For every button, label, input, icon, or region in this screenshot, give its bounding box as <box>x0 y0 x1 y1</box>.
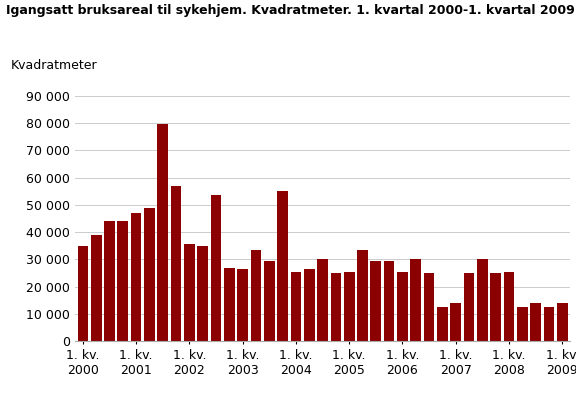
Bar <box>530 303 541 341</box>
Bar <box>157 125 168 341</box>
Bar <box>277 191 288 341</box>
Bar <box>170 186 181 341</box>
Bar <box>237 269 248 341</box>
Bar <box>424 273 434 341</box>
Bar <box>91 235 101 341</box>
Bar <box>357 250 368 341</box>
Bar <box>450 303 461 341</box>
Bar <box>464 273 475 341</box>
Bar <box>211 195 221 341</box>
Bar <box>517 307 528 341</box>
Text: Kvadratmeter: Kvadratmeter <box>10 59 97 72</box>
Bar <box>557 303 567 341</box>
Bar <box>490 273 501 341</box>
Bar <box>198 246 208 341</box>
Bar <box>304 269 314 341</box>
Bar <box>370 261 381 341</box>
Bar <box>411 259 421 341</box>
Bar <box>251 250 262 341</box>
Bar <box>118 221 128 341</box>
Bar <box>291 272 301 341</box>
Bar <box>503 272 514 341</box>
Bar <box>224 268 234 341</box>
Bar <box>104 221 115 341</box>
Bar <box>384 261 395 341</box>
Text: Igangsatt bruksareal til sykehjem. Kvadratmeter. 1. kvartal 2000-1. kvartal 2009: Igangsatt bruksareal til sykehjem. Kvadr… <box>6 4 574 17</box>
Bar <box>477 259 488 341</box>
Bar <box>317 259 328 341</box>
Bar <box>344 272 354 341</box>
Bar <box>331 273 341 341</box>
Bar <box>184 245 195 341</box>
Bar <box>131 213 142 341</box>
Bar <box>544 307 554 341</box>
Bar <box>144 208 155 341</box>
Bar <box>397 272 408 341</box>
Bar <box>264 261 275 341</box>
Bar <box>437 307 448 341</box>
Bar <box>78 246 88 341</box>
